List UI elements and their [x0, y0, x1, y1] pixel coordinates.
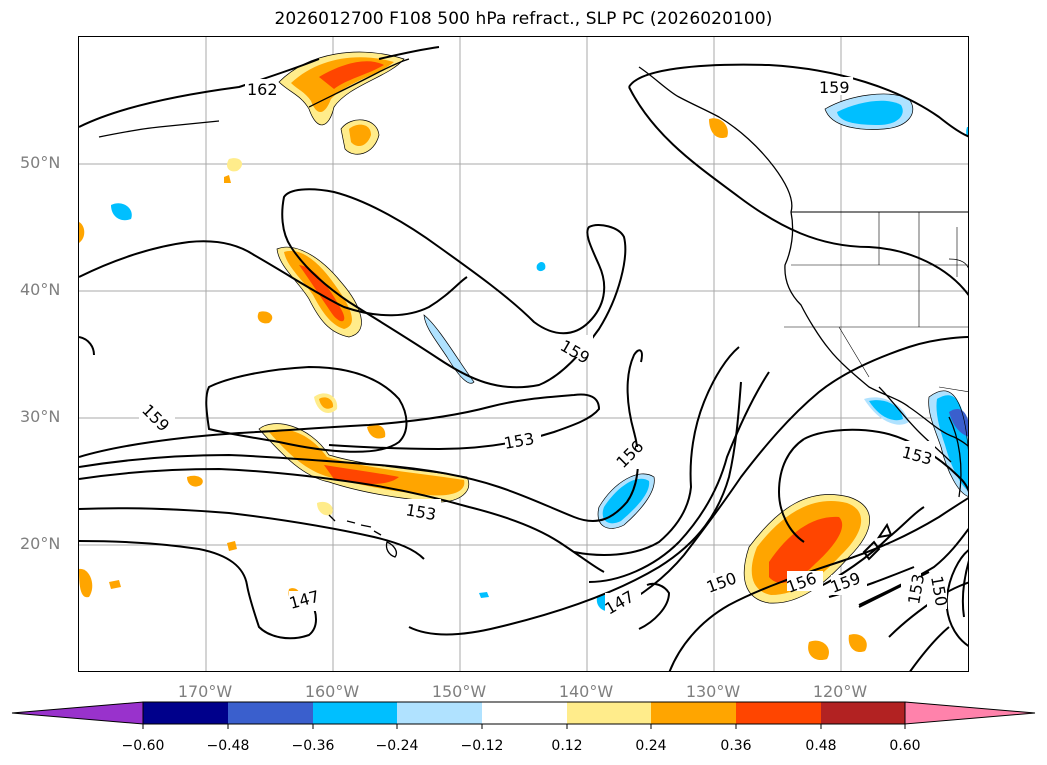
contour-label-153-far-east: 153	[904, 572, 928, 605]
map-canvas: 162 159 159 159 153 153 156 153 147 147 …	[79, 37, 968, 671]
colorbar-tick: 0.60	[889, 738, 921, 754]
lat-label-20n: 20°N	[20, 534, 61, 553]
colorbar	[11, 701, 1036, 729]
colorbar-bin-1	[143, 702, 228, 724]
colorbar-tick: 0.36	[720, 738, 752, 754]
colorbar-extend-low	[11, 701, 144, 725]
colorbar-tick: −0.60	[121, 738, 165, 754]
map-panel: 162 159 159 159 153 153 156 153 147 147 …	[78, 36, 969, 672]
colorbar-bin-9	[821, 702, 905, 724]
colorbar-tick: 0.12	[551, 738, 583, 754]
coastlines	[98, 58, 968, 498]
lon-label-120w: 120°W	[812, 682, 868, 701]
colorbar-extend-high	[904, 701, 1036, 725]
colorbar-tick: −0.24	[375, 738, 419, 754]
colorbar-tick: −0.36	[291, 738, 335, 754]
colorbar-bin-8	[736, 702, 821, 724]
colorbar-bin-4	[397, 702, 482, 724]
colorbar-tick: 0.48	[805, 738, 837, 754]
map-title: 2026012700 F108 500 hPa refract., SLP PC…	[274, 9, 773, 29]
contour-labels: 162 159 159 159 153 153 156 153 147 147 …	[138, 77, 951, 618]
colorbar-tick: −0.48	[206, 738, 250, 754]
colorbar-bin-5	[482, 702, 567, 724]
colorbar-tick: 0.24	[635, 738, 667, 754]
hawaii-islands	[328, 514, 398, 558]
lat-label-50n: 50°N	[20, 153, 61, 172]
lon-label-160w: 160°W	[304, 682, 360, 701]
lon-label-140w: 140°W	[558, 682, 614, 701]
lon-label-170w: 170°W	[177, 682, 233, 701]
lat-label-30n: 30°N	[20, 407, 61, 426]
colorbar-tick: −0.12	[460, 738, 504, 754]
lon-label-130w: 130°W	[685, 682, 741, 701]
lon-label-150w: 150°W	[431, 682, 487, 701]
contour-label-162: 162	[247, 80, 278, 99]
colorbar-bin-6	[567, 702, 651, 724]
lat-label-40n: 40°N	[20, 280, 61, 299]
colorbar-bin-7	[651, 702, 736, 724]
state-borders	[784, 212, 968, 392]
colorbar-bin-3	[313, 702, 397, 724]
height-contours	[79, 46, 968, 671]
colorbar-bin-2	[228, 702, 313, 724]
contour-label-153-center: 153	[502, 429, 535, 453]
contour-label-159-north: 159	[819, 78, 850, 97]
contour-label-153-south: 153	[404, 500, 437, 524]
